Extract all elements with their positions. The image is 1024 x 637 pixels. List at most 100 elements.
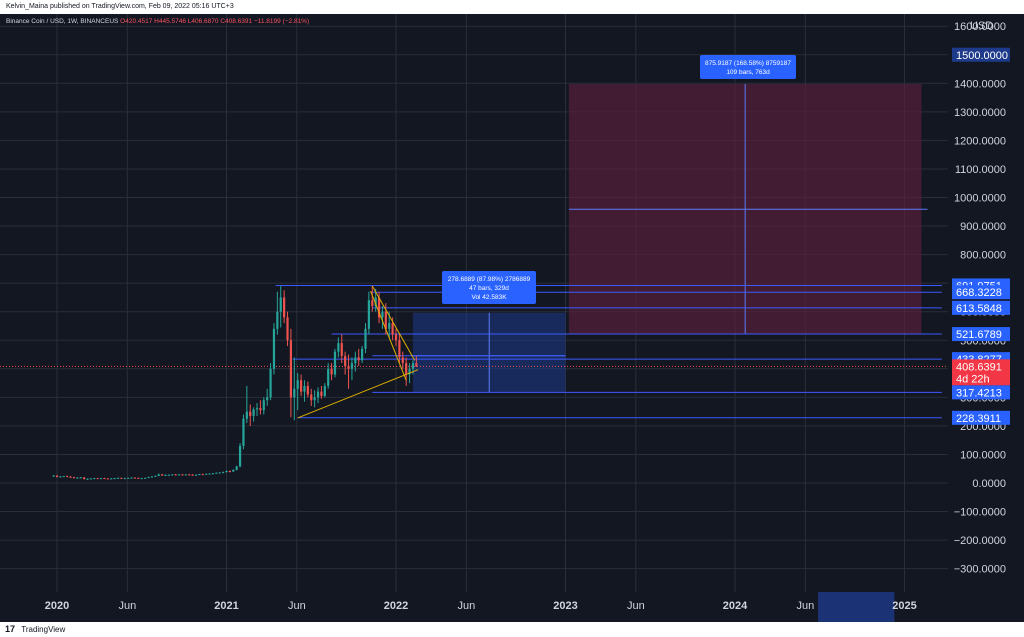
candle-body (66, 476, 69, 478)
y-tick-label: 900.0000 (960, 221, 1006, 233)
candle-body (316, 391, 320, 398)
y-tick-label: 100.0000 (960, 449, 1006, 461)
published-text: Kelvin_Maina published on TradingView.co… (6, 3, 234, 10)
price-label[interactable]: 613.5848 (952, 300, 1010, 315)
measure-label-large: 875.9187 (168.58%) 8759187 109 bars, 763d (700, 55, 796, 79)
low-value: L406.6870 (187, 18, 219, 25)
trendline[interactable] (370, 290, 407, 381)
price-label[interactable]: 317.4213 (952, 385, 1010, 400)
candle-body (174, 474, 177, 476)
candle-body (303, 385, 306, 392)
candle-body (289, 340, 293, 398)
candle-body (401, 357, 404, 364)
candle-body (327, 368, 330, 386)
symbol-text[interactable]: Binance Coin / USD, 1W, BINANCEUS (6, 18, 119, 25)
y-tick-label: 0.0000 (972, 478, 1006, 490)
candle-body (93, 478, 96, 480)
candle-body (283, 297, 286, 318)
trendline[interactable] (297, 369, 419, 419)
y-tick-label: 800.0000 (960, 250, 1006, 262)
trendline[interactable] (371, 285, 416, 361)
x-tick-label: Jun (457, 600, 475, 612)
price-label-bg (952, 385, 1010, 400)
candle-body (160, 474, 164, 476)
candle-body (89, 478, 92, 480)
high-value: H445.5746 (154, 18, 186, 25)
x-tick-label: 2021 (214, 600, 238, 612)
candle-body (340, 343, 343, 356)
x-tick-label: 2023 (553, 600, 577, 612)
candle-body (337, 343, 340, 352)
y-tick-label: 1600.0000 (954, 21, 1006, 33)
candle-body (398, 340, 401, 358)
candle-body (55, 475, 59, 478)
candle-body (171, 474, 174, 476)
candle-body (299, 380, 303, 392)
x-tick-label: Jun (118, 600, 136, 612)
candle-body (225, 471, 228, 473)
measure-label-large-bg (700, 55, 796, 79)
candle-body (76, 477, 79, 479)
candle-body (374, 297, 377, 306)
candle-body (150, 476, 154, 478)
candle-body (218, 472, 221, 474)
change-value: −11.8199 (−2.81%) (253, 18, 310, 25)
candle-body (235, 466, 238, 470)
price-label[interactable]: 228.3911 (952, 410, 1010, 425)
price-label-bg (952, 410, 1010, 425)
candle-body (157, 474, 160, 476)
candle-body (228, 471, 231, 473)
candle-body (310, 394, 313, 401)
candle-body (62, 476, 65, 478)
candle-body (164, 475, 167, 477)
price-label[interactable]: 1500.0000 (952, 47, 1010, 62)
candle-body (188, 474, 191, 476)
candle-body (103, 478, 106, 480)
candle-body (194, 474, 198, 476)
open-value: O420.4517 (120, 18, 153, 25)
candle-body (191, 474, 194, 476)
candle-body (208, 473, 211, 475)
ohlc-legend: Binance Coin / USD, 1W, BINANCEUS O420.4… (6, 18, 309, 25)
x-tick-label: 2020 (45, 600, 69, 612)
candle-body (222, 472, 225, 474)
candle-body (255, 408, 259, 410)
candle-body (347, 365, 350, 369)
currency-label[interactable]: USD (970, 20, 994, 32)
price-label-text: 317.4213 (956, 387, 1002, 399)
candle-body (320, 391, 323, 396)
measure-label-small-line: 278.6889 (87.98%) 2786889 (448, 276, 531, 283)
price-label-bg (952, 359, 1010, 386)
candle-body (344, 355, 347, 366)
brand-text: TradingView (21, 625, 66, 634)
candle-body (201, 474, 204, 476)
y-tick-label: 1300.0000 (954, 107, 1006, 119)
candle-body (137, 477, 140, 479)
candle-body (293, 388, 296, 398)
candle-body (381, 311, 384, 318)
candle-body (415, 363, 418, 367)
candle-body (130, 477, 133, 479)
candle-body (127, 477, 130, 479)
measure-label-small-line: 47 bars, 329d (469, 285, 509, 292)
candle-body (59, 476, 62, 478)
price-label-text: 613.5848 (956, 303, 1002, 315)
candle-body (123, 478, 126, 480)
candle-body (242, 418, 245, 446)
candle-body (394, 334, 398, 341)
candle-body (238, 445, 242, 467)
tradingview-logo-icon: 17 (5, 624, 16, 634)
y-tick-label: 1200.0000 (954, 135, 1006, 147)
candle-body (313, 397, 316, 401)
candle-body (96, 478, 99, 480)
price-label[interactable]: 668.3228 (952, 285, 1010, 300)
candle-body (198, 474, 201, 476)
x-tick-label: Jun (288, 600, 306, 612)
candle-body (120, 477, 123, 479)
candle-body (391, 323, 394, 335)
candle-body (279, 297, 282, 312)
price-label[interactable]: 521.6789 (952, 327, 1010, 342)
price-chart[interactable]: 278.6889 (87.98%) 2786889 47 bars, 329d Vo… (0, 14, 1024, 622)
candle-body (52, 475, 55, 477)
